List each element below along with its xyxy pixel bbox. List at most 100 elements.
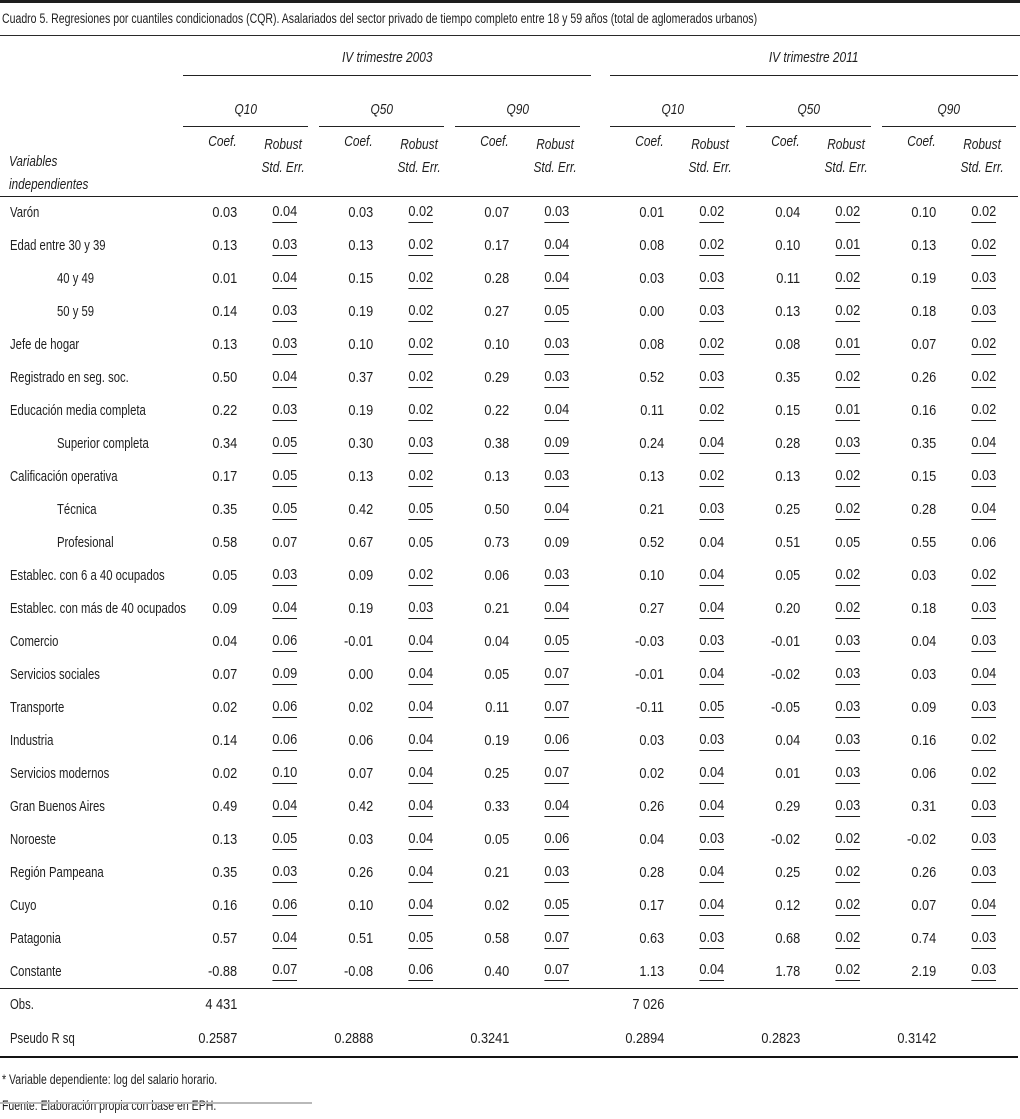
coef-cell: 0.18 [882,593,948,626]
coef-cell: 0.26 [319,857,385,890]
coef-cell: 0.27 [610,593,676,626]
value: 0.02 [835,930,860,949]
value: 0.02 [408,303,433,322]
value: 0.04 [971,897,996,916]
row-label: Registrado en seg. soc. [0,362,183,395]
stderr-cell: 0.04 [521,230,591,263]
value: 0.04 [272,204,297,223]
stderr-cell: 0.02 [385,329,455,362]
value: 0.04 [699,435,724,454]
value: 0.35 [911,436,936,452]
coef-cell: 0.03 [882,659,948,692]
value: 0.05 [408,535,433,551]
stderr-cell: 0.07 [521,923,591,956]
value: 0.04 [408,897,433,916]
column-gap [591,527,610,560]
value: 0.19 [348,601,373,617]
coef-cell: 0.21 [610,494,676,527]
stderr-cell: 0.06 [948,527,1018,560]
value: 0.03 [639,271,664,287]
value: 0.03 [544,336,569,355]
row-label: Superior completa [0,428,183,461]
value: 0.04 [971,435,996,454]
value: 0.51 [775,535,800,551]
coef-cell: 0.24 [610,428,676,461]
stderr-cell: 0.07 [521,692,591,725]
coef-cell: 0.19 [319,296,385,329]
value: 0.03 [639,733,664,749]
stderr-cell: 0.02 [948,725,1018,758]
stderr-cell: 0.05 [521,626,591,659]
value: 0.04 [272,798,297,817]
coef-cell: 0.19 [455,725,521,758]
value: 0.2888 [334,1031,373,1047]
stderr-cell: 0.04 [249,593,319,626]
value: 0.10 [272,765,297,784]
coef-cell: 0.00 [610,296,676,329]
coef-cell: 0.08 [610,329,676,362]
stderr-cell: 0.03 [676,725,746,758]
value: 0.01 [835,336,860,355]
value: 0.02 [699,237,724,256]
coef-cell: 0.08 [610,230,676,263]
row-label-text: Transporte [10,700,64,716]
stderr-cell: 0.02 [385,461,455,494]
stderr-cell: 0.03 [385,593,455,626]
stderr-cell: 0.01 [812,230,882,263]
quantile-label: Q10 [661,102,683,118]
value: 0.03 [348,205,373,221]
coef-cell: 0.40 [455,956,521,989]
quantile-header-q10-2011: Q10 [610,76,746,127]
value: 0.02 [835,897,860,916]
value: 0.03 [699,303,724,322]
empty-cell [948,1022,1018,1057]
coef-cell: 0.28 [610,857,676,890]
value: 0.02 [835,962,860,981]
coef-cell: 7 026 [610,989,676,1022]
coef-cell: 0.2894 [610,1022,676,1057]
stderr-cell: 0.05 [521,890,591,923]
coef-cell: 0.13 [183,824,249,857]
value: 0.04 [272,930,297,949]
coef-cell: 0.35 [183,494,249,527]
coef-cell: 0.06 [455,560,521,593]
coef-cell: 0.03 [183,197,249,230]
stderr-cell: 0.03 [812,428,882,461]
value: 0.07 [544,666,569,685]
value: 0.02 [971,237,996,256]
row-label-text: 50 y 59 [57,304,94,320]
coef-cell: 0.11 [455,692,521,725]
stderr-cell: 0.03 [948,956,1018,989]
value: 0.03 [699,633,724,652]
stderr-cell: 0.03 [521,197,591,230]
row-label-text: Jefe de hogar [10,337,79,353]
value: 0.08 [775,337,800,353]
coef-cell: 0.02 [183,692,249,725]
value: 0.04 [544,501,569,520]
stderr-cell: 0.03 [948,626,1018,659]
row-label-text: Cuyo [10,898,36,914]
row-label-text: Noroeste [10,832,56,848]
stderr-cell: 0.04 [385,626,455,659]
coef-cell: 0.17 [610,890,676,923]
value: 0.02 [835,270,860,289]
coef-cell: -0.11 [610,692,676,725]
value: 0.35 [775,370,800,386]
group-header-2011: IV trimestre 2011 [610,42,1018,76]
value: 0.10 [775,238,800,254]
value: 0.01 [775,766,800,782]
stderr-cell: 0.03 [676,923,746,956]
stderr-cell: 0.02 [948,758,1018,791]
value: 0.05 [212,568,237,584]
footnote-source: Fuente: Elaboración propia con base en E… [2,1093,1020,1119]
stderr-cell: 0.04 [385,890,455,923]
column-gap [591,692,610,725]
stderr-cell: 0.03 [676,296,746,329]
coef-header: Coef. [610,127,676,197]
